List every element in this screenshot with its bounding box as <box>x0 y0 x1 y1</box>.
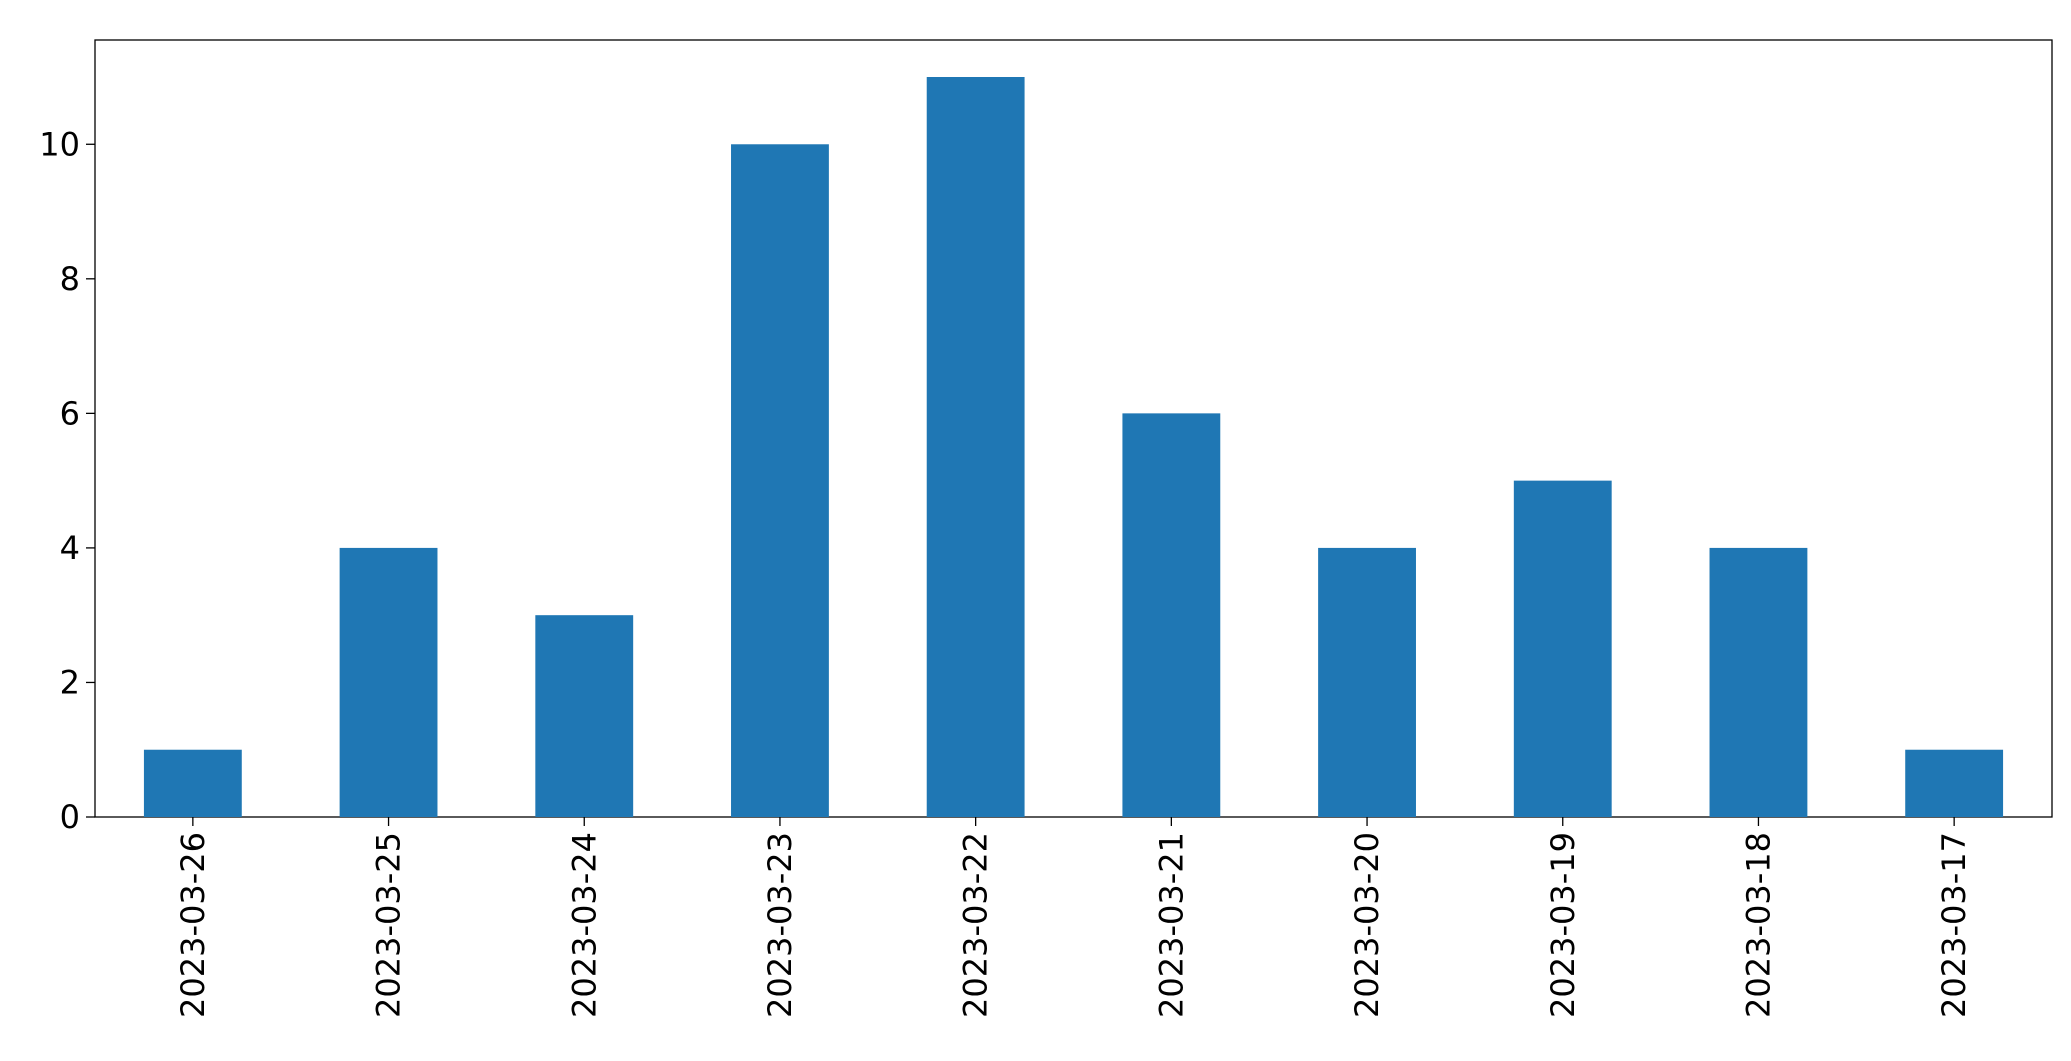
x-tick-label: 2023-03-18 <box>1739 832 1777 1018</box>
y-tick-label: 4 <box>60 529 80 567</box>
y-tick-label: 2 <box>60 663 80 701</box>
bar <box>1122 413 1221 817</box>
bar <box>143 749 242 817</box>
x-tick-label: 2023-03-23 <box>761 832 799 1018</box>
bar <box>926 77 1025 817</box>
bar <box>1513 480 1612 817</box>
y-tick-label: 6 <box>60 394 80 432</box>
bar <box>1905 749 2004 817</box>
y-tick-label: 10 <box>39 125 80 163</box>
bar <box>535 615 634 817</box>
x-tick-label: 2023-03-24 <box>565 832 603 1018</box>
x-tick-label: 2023-03-20 <box>1348 832 1386 1018</box>
bar <box>1318 547 1416 817</box>
plot-frame <box>94 39 2053 818</box>
y-tick-label: 0 <box>60 798 80 836</box>
x-tick-label: 2023-03-26 <box>174 832 212 1018</box>
x-tick-label: 2023-03-17 <box>1935 832 1973 1018</box>
x-tick-label: 2023-03-19 <box>1544 832 1582 1018</box>
y-tick-label: 8 <box>60 260 80 298</box>
bar <box>339 547 438 817</box>
bar <box>1709 547 1808 817</box>
x-tick-label: 2023-03-21 <box>1152 832 1190 1018</box>
bar <box>731 144 829 818</box>
x-tick-label: 2023-03-25 <box>370 832 408 1018</box>
x-tick-label: 2023-03-22 <box>957 832 995 1018</box>
